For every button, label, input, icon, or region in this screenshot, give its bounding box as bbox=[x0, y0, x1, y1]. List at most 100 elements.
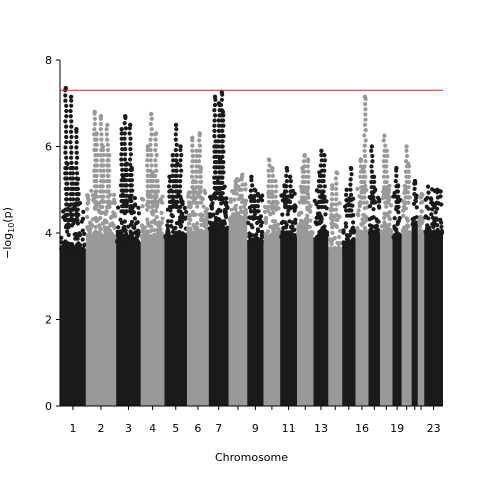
data-point bbox=[154, 214, 159, 220]
data-point bbox=[196, 159, 202, 164]
data-point bbox=[292, 207, 297, 212]
data-point bbox=[337, 241, 342, 246]
peak-point bbox=[386, 187, 392, 192]
peak-point bbox=[124, 161, 129, 166]
data-point bbox=[288, 225, 293, 230]
data-point bbox=[256, 198, 261, 204]
data-point bbox=[369, 169, 374, 174]
x-tick-label: 19 bbox=[390, 422, 404, 435]
data-point bbox=[154, 153, 159, 158]
data-point bbox=[104, 132, 109, 137]
data-point bbox=[213, 113, 218, 118]
data-point bbox=[75, 197, 81, 202]
peak-point bbox=[178, 144, 183, 149]
data-point bbox=[186, 212, 191, 217]
data-point bbox=[204, 207, 210, 212]
data-point bbox=[384, 204, 389, 209]
data-point bbox=[106, 163, 111, 168]
data-point bbox=[69, 124, 74, 129]
data-point bbox=[92, 116, 97, 121]
data-point bbox=[64, 124, 69, 129]
data-point bbox=[81, 209, 86, 214]
data-point bbox=[317, 199, 322, 204]
data-point bbox=[334, 202, 339, 207]
data-point bbox=[285, 194, 290, 199]
data-point bbox=[383, 223, 388, 228]
data-point bbox=[171, 184, 176, 189]
data-point bbox=[69, 150, 74, 155]
chromosome-3-points bbox=[115, 114, 141, 406]
data-point bbox=[108, 215, 114, 220]
data-point bbox=[221, 134, 226, 139]
data-point bbox=[74, 160, 79, 165]
data-point bbox=[190, 143, 195, 148]
data-point bbox=[334, 181, 339, 186]
peak-point bbox=[119, 127, 124, 132]
data-point bbox=[74, 171, 80, 176]
data-point bbox=[88, 221, 93, 226]
data-point bbox=[367, 204, 373, 209]
data-point bbox=[126, 239, 131, 244]
data-point bbox=[197, 143, 202, 148]
data-point bbox=[361, 174, 366, 179]
data-point bbox=[207, 226, 212, 231]
data-point bbox=[252, 193, 257, 198]
chromosome-13-points bbox=[312, 148, 330, 406]
data-point bbox=[166, 184, 172, 189]
data-point bbox=[274, 184, 279, 189]
data-point bbox=[288, 189, 293, 194]
data-point bbox=[148, 228, 153, 234]
data-point bbox=[136, 211, 141, 216]
data-point bbox=[103, 211, 108, 216]
peak-point bbox=[273, 178, 278, 184]
data-point bbox=[439, 228, 444, 234]
data-point bbox=[223, 209, 228, 214]
data-point bbox=[149, 127, 154, 132]
data-point bbox=[174, 179, 179, 184]
peak-point bbox=[194, 148, 199, 153]
data-point bbox=[431, 230, 436, 236]
data-point bbox=[439, 202, 444, 207]
data-point bbox=[406, 200, 411, 205]
data-point bbox=[191, 200, 197, 205]
data-point bbox=[282, 189, 288, 194]
peak-point bbox=[167, 174, 172, 179]
data-point bbox=[435, 195, 440, 200]
data-point bbox=[433, 210, 438, 215]
data-point bbox=[143, 234, 148, 240]
data-point bbox=[104, 127, 109, 132]
data-point bbox=[119, 236, 124, 241]
data-point bbox=[363, 138, 368, 143]
data-point bbox=[329, 197, 334, 202]
data-point bbox=[360, 185, 365, 190]
data-point bbox=[73, 236, 78, 241]
data-point bbox=[149, 163, 154, 168]
x-tick-label: 23 bbox=[427, 422, 441, 435]
data-point bbox=[65, 229, 70, 234]
peak-point bbox=[428, 196, 434, 201]
x-tick-label: 7 bbox=[215, 422, 222, 435]
data-point bbox=[337, 246, 342, 251]
data-point bbox=[220, 139, 225, 144]
data-point bbox=[82, 248, 87, 253]
data-point bbox=[174, 233, 179, 238]
data-point bbox=[279, 220, 284, 226]
data-point bbox=[355, 212, 360, 217]
chromosome-14-dense-band bbox=[328, 250, 343, 406]
y-tick-label: 0 bbox=[45, 400, 52, 413]
data-point bbox=[385, 227, 390, 232]
data-point bbox=[149, 153, 154, 158]
data-point bbox=[98, 215, 103, 221]
peak-point bbox=[121, 174, 126, 179]
data-point bbox=[292, 227, 297, 232]
data-point bbox=[333, 207, 339, 212]
data-point bbox=[186, 216, 191, 221]
chromosome-7-dense-band bbox=[208, 228, 229, 406]
data-point bbox=[156, 229, 161, 234]
data-point bbox=[362, 133, 367, 138]
data-point bbox=[201, 204, 206, 209]
chromosome-23-dense-band bbox=[424, 233, 443, 406]
peak-point bbox=[319, 148, 324, 153]
data-point bbox=[217, 134, 222, 139]
data-point bbox=[363, 102, 368, 107]
